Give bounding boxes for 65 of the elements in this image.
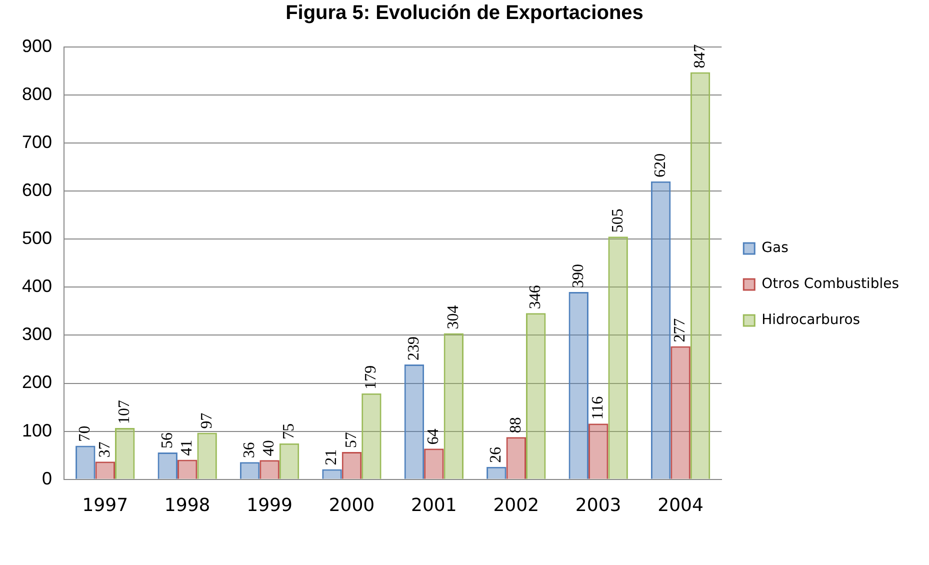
y-tick-label: 600 bbox=[22, 180, 52, 200]
data-label: 346 bbox=[527, 285, 544, 310]
x-tick-label: 2000 bbox=[328, 494, 375, 516]
y-tick-label: 800 bbox=[22, 84, 52, 104]
y-tick-label: 400 bbox=[22, 276, 52, 296]
bar bbox=[114, 428, 135, 479]
data-label: 36 bbox=[241, 442, 258, 458]
data-label: 116 bbox=[590, 396, 607, 420]
bar bbox=[279, 443, 300, 479]
bar bbox=[342, 452, 362, 479]
y-tick-label: 100 bbox=[22, 420, 52, 440]
bar bbox=[650, 181, 671, 479]
data-label: 21 bbox=[323, 449, 340, 466]
bar bbox=[444, 333, 464, 479]
bar bbox=[670, 346, 690, 479]
bar bbox=[76, 446, 96, 479]
bar bbox=[362, 393, 382, 479]
y-tick-label: 0 bbox=[42, 468, 52, 488]
data-label: 304 bbox=[444, 305, 462, 330]
y-tick-label: 700 bbox=[22, 132, 52, 152]
data-label: 239 bbox=[405, 336, 422, 361]
y-tick-label: 900 bbox=[22, 36, 52, 56]
x-tick-label: 1998 bbox=[164, 494, 210, 516]
data-label: 41 bbox=[178, 440, 196, 456]
data-label: 40 bbox=[260, 440, 278, 456]
legend-label: Hidrocarburos bbox=[762, 312, 860, 328]
data-label: 390 bbox=[570, 264, 587, 288]
bar bbox=[526, 313, 546, 479]
bar bbox=[506, 437, 526, 479]
x-tick-label: 2003 bbox=[575, 494, 622, 516]
data-label: 505 bbox=[609, 208, 626, 233]
x-tick-label: 2004 bbox=[658, 494, 704, 516]
bar bbox=[404, 364, 424, 479]
chart-title: Figura 5: Evolución de Exportaciones bbox=[284, 2, 644, 25]
data-label: 107 bbox=[116, 400, 134, 424]
y-tick-label: 300 bbox=[22, 324, 52, 344]
data-label: 179 bbox=[362, 365, 380, 390]
data-label: 620 bbox=[652, 153, 670, 178]
data-label: 75 bbox=[280, 423, 298, 440]
data-label: 70 bbox=[76, 426, 94, 442]
data-label: 88 bbox=[507, 417, 524, 434]
data-label: 847 bbox=[691, 44, 708, 68]
bar bbox=[608, 236, 628, 479]
bar bbox=[197, 432, 217, 479]
bar bbox=[322, 469, 342, 479]
bar bbox=[158, 452, 178, 479]
x-tick-label: 2002 bbox=[493, 494, 540, 516]
legend-label: Gas bbox=[762, 240, 788, 256]
data-label: 277 bbox=[672, 318, 689, 342]
y-tick-label: 200 bbox=[22, 372, 52, 392]
data-label: 64 bbox=[425, 428, 442, 445]
bar bbox=[690, 72, 710, 479]
bar bbox=[568, 292, 588, 479]
data-label: 26 bbox=[488, 446, 505, 463]
x-tick-label: 1999 bbox=[246, 494, 292, 516]
data-label: 37 bbox=[96, 442, 114, 458]
x-tick-label: 2001 bbox=[411, 494, 457, 516]
y-tick-label: 500 bbox=[22, 228, 52, 248]
x-tick-label: 1997 bbox=[82, 494, 128, 516]
data-label: 57 bbox=[342, 432, 360, 448]
data-label: 56 bbox=[158, 432, 176, 448]
bar bbox=[588, 424, 608, 479]
bar bbox=[424, 448, 444, 479]
legend-label: Otros Combustibles bbox=[762, 276, 900, 292]
data-label: 97 bbox=[198, 412, 216, 429]
